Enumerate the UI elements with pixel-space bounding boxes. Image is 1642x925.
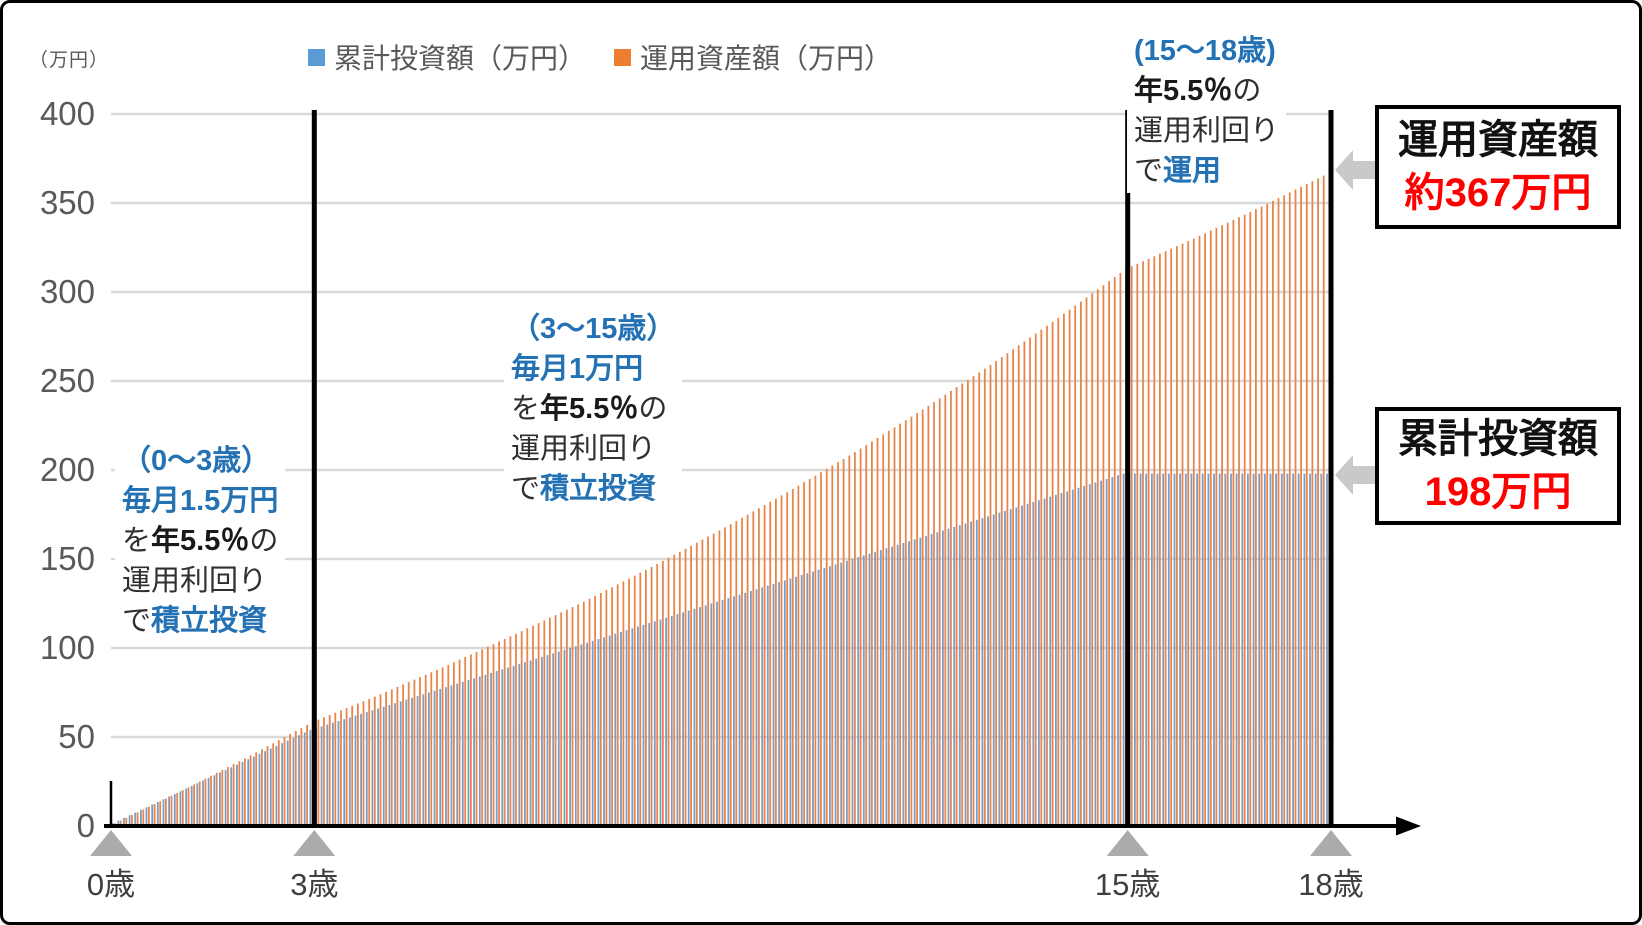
callout-title: 累計投資額 (1398, 417, 1598, 461)
legend-swatch-orange-icon (614, 48, 632, 66)
y-axis-tick-label: 0 (76, 807, 95, 844)
annotation-age-0-3: （0～3歳） 毎月1.5万円 を年5.5％の 運用利回り で積立投資 (115, 439, 286, 643)
y-axis-tick-label: 350 (39, 184, 95, 221)
y-axis-tick-labels: 0 50 100 150 200 250 300 350 400 (11, 3, 95, 922)
annotation-line: 運用利回り (1134, 115, 1280, 147)
annotation-line: を年5.5％の (122, 525, 279, 557)
legend-item-asset-value: 運用資産額（万円） (614, 37, 892, 77)
age-marker-triangle-icon (90, 830, 132, 856)
x-axis-tick-label: 15歳 (1094, 867, 1161, 902)
age-marker-triangle-icon (293, 830, 336, 856)
age-marker-triangle-icon (1310, 830, 1352, 856)
callout-cumulative-investment: 累計投資額 198万円 (1375, 407, 1621, 525)
x-axis-tick-label: 18歳 (1298, 867, 1364, 902)
y-axis-tick-label: 100 (39, 629, 95, 666)
annotation-age-15-18: (15～18歳) 年5.5％の 運用利回り で運用 (1127, 29, 1287, 193)
annotation-line: を年5.5％の (511, 393, 668, 425)
x-axis-tick-label: 0歳 (86, 867, 136, 902)
annotation-line: （3～15歳） (511, 313, 676, 345)
y-axis-tick-label: 150 (39, 540, 95, 577)
x-axis-tick-labels: 0歳 3歳 15歳 18歳 (3, 859, 1639, 903)
callout-value: 約367万円 (1404, 171, 1592, 215)
callout-asset-value: 運用資産額 約367万円 (1375, 105, 1621, 229)
legend-swatch-blue-icon (308, 48, 325, 66)
legend-item-cumulative-investment: 累計投資額（万円） (308, 37, 586, 77)
bar-chart-plot (90, 110, 1421, 856)
age-marker-triangle-icon (1106, 830, 1149, 856)
x-axis-tick-label: 3歳 (290, 867, 339, 902)
y-axis-tick-label: 300 (39, 273, 95, 310)
annotation-age-3-15: （3～15歳） 毎月1万円 を年5.5％の 運用利回り で積立投資 (504, 307, 683, 511)
monthly-bars (111, 172, 1331, 827)
legend-label: 運用資産額（万円） (640, 43, 893, 74)
annotation-line: 毎月1.5万円 (122, 485, 279, 517)
annotation-line: (15～18歳) (1134, 35, 1276, 67)
annotation-line: 毎月1万円 (511, 353, 644, 385)
left-block-arrow-icon (1335, 150, 1376, 190)
y-axis-tick-label: 50 (58, 718, 95, 755)
y-axis-tick-label: 400 (39, 95, 95, 132)
annotation-line: で積立投資 (511, 473, 657, 505)
chart-legend: 累計投資額（万円） 運用資産額（万円） (308, 37, 892, 77)
y-axis-tick-label: 250 (39, 362, 95, 399)
callout-title: 運用資産額 (1398, 118, 1598, 162)
left-block-arrow-icon (1335, 455, 1376, 495)
annotation-line: で積立投資 (122, 605, 268, 637)
callout-value: 198万円 (1424, 470, 1572, 514)
annotation-line: 運用利回り (122, 565, 268, 597)
axis-arrowhead-icon (1396, 816, 1421, 836)
y-axis-unit-label: （万円） (29, 50, 110, 71)
annotation-line: （0～3歳） (122, 445, 271, 477)
annotation-line: で運用 (1134, 155, 1222, 187)
legend-label: 累計投資額（万円） (334, 43, 587, 74)
y-axis-tick-label: 200 (39, 451, 95, 488)
annotation-line: 運用利回り (511, 433, 657, 465)
annotation-line: 年5.5％の (1134, 75, 1262, 107)
